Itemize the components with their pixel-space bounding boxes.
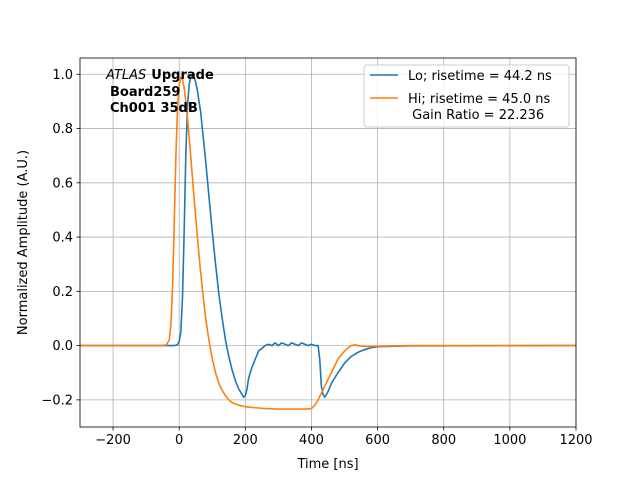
annotation-board: Board259	[110, 85, 180, 100]
ticks: −200 0 200 400 600 800 1000 1200 −0.2 0.0 0.2 0.4 0.…	[41, 68, 592, 448]
y-axis-label: Normalized Amplitude (A.U.)	[16, 150, 31, 335]
x-tick-label: 400	[299, 433, 324, 448]
series-layer	[80, 73, 576, 410]
annotation-upgrade: Upgrade	[151, 68, 214, 83]
x-tick-label: 0	[175, 433, 183, 448]
legend-entry-lo: Lo; risetime = 44.2 ns	[408, 69, 552, 84]
x-axis-label: Time [ns]	[296, 457, 358, 472]
legend-entry-hi: Hi; risetime = 45.0 ns Gain Ratio = 22.2…	[408, 92, 550, 123]
y-tick-label: −0.2	[41, 393, 73, 408]
y-tick-label: 0.4	[52, 231, 73, 246]
y-tick-label: 0.8	[52, 122, 73, 137]
series-hi-line	[80, 76, 576, 410]
y-tick-label: 1.0	[52, 68, 73, 83]
atlas-annotation: ATLAS Upgrade Board259 Ch001 35dB	[105, 68, 214, 116]
y-tick-label: 0.6	[52, 176, 73, 191]
x-tick-label: 600	[365, 433, 390, 448]
x-tick-label: 200	[233, 433, 258, 448]
x-tick-label: 800	[431, 433, 456, 448]
x-tick-label: 1200	[559, 433, 592, 448]
y-tick-label: 0.2	[52, 285, 73, 300]
legend: Lo; risetime = 44.2 ns Hi; risetime = 45…	[363, 64, 570, 128]
legend-box	[363, 64, 570, 128]
x-tick-label: 1000	[493, 433, 526, 448]
plot-frame	[79, 57, 577, 428]
annotation-channel: Ch001 35dB	[110, 101, 198, 116]
annotation-atlas: ATLAS	[105, 68, 146, 83]
series-lo-line	[80, 73, 576, 398]
y-tick-label: 0.0	[52, 339, 73, 354]
annotation-line-1: ATLAS Upgrade	[105, 68, 214, 83]
x-tick-label: −200	[95, 433, 131, 448]
